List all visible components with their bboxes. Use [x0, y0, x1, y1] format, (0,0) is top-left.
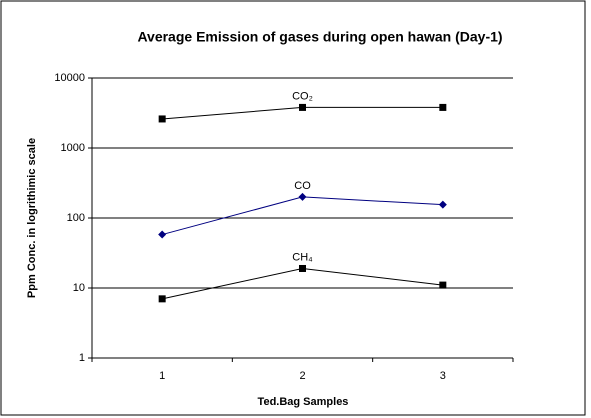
y-tick-label: 100: [67, 212, 85, 224]
x-axis-label: Ted.Bag Samples: [258, 396, 349, 408]
series-label: CH₄: [292, 251, 313, 263]
marker: [439, 103, 447, 111]
y-axis-label: Ppm Conc. in logrithimic scale: [26, 138, 38, 298]
marker: [158, 230, 167, 239]
marker: [158, 295, 166, 303]
x-tick-label: 3: [440, 370, 446, 382]
y-tick-label: 10: [73, 282, 85, 294]
y-tick-label: 1000: [61, 142, 85, 154]
marker: [439, 281, 447, 289]
chart-title: Average Emission of gases during open ha…: [137, 29, 502, 45]
marker: [299, 103, 306, 111]
series-label: CO: [294, 180, 311, 192]
marker: [438, 200, 447, 209]
marker: [299, 264, 306, 272]
marker: [298, 192, 307, 201]
x-tick-label: 2: [299, 370, 305, 382]
y-tick-label: 1: [79, 352, 85, 364]
marker: [158, 115, 166, 123]
series-label: CO₂: [292, 90, 313, 102]
x-tick-label: 1: [159, 370, 165, 382]
y-tick-label: 10000: [54, 72, 85, 84]
